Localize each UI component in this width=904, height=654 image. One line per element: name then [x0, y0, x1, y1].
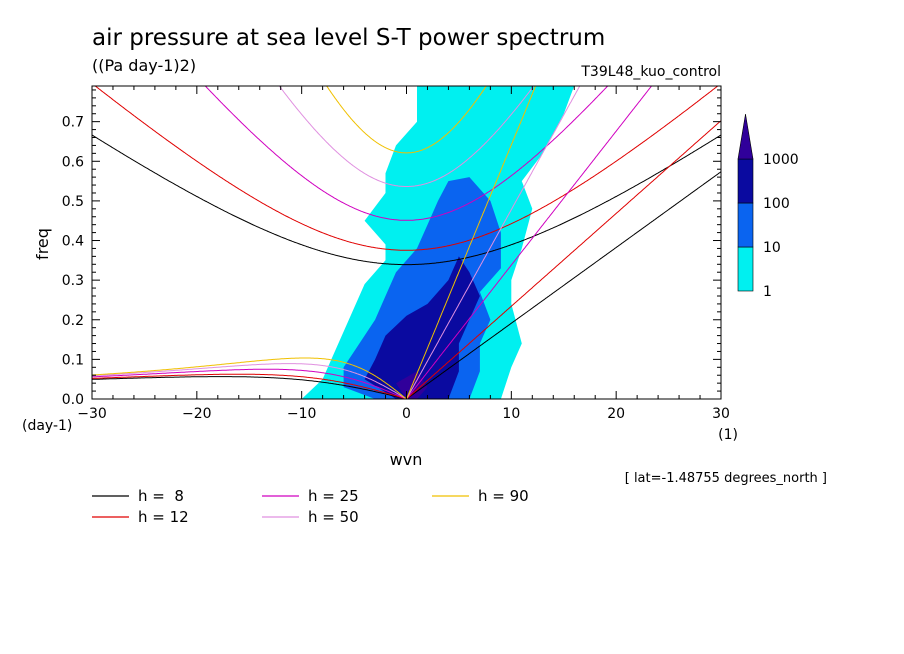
dispersion-curves — [92, 86, 721, 399]
x-tick-label: 10 — [502, 406, 520, 422]
colorbar-segment — [737, 202, 754, 248]
y-axis-label: freq — [33, 228, 52, 260]
x-tick-label: 0 — [402, 406, 411, 422]
colorbar-segment — [737, 246, 754, 292]
y-tick-label: 0.6 — [62, 154, 84, 170]
kelvin-curve-h-50 — [406, 86, 581, 399]
x-unit-label: (1) — [718, 427, 738, 443]
x-tick-label: −20 — [182, 406, 212, 422]
y-tick-label: 0.3 — [62, 273, 84, 289]
x-axis-label: wvn — [390, 450, 423, 469]
legend-label: h = 90 — [478, 487, 529, 505]
colorbar-label: 1 — [763, 284, 772, 300]
kelvin-curve-h-12 — [406, 120, 721, 399]
colorbar-segment — [737, 158, 754, 204]
x-tick-label: 20 — [607, 406, 625, 422]
y-tick-label: 0.4 — [62, 234, 84, 250]
y-unit-label: (day-1) — [22, 418, 72, 434]
kelvin-curve-h-25 — [406, 86, 653, 399]
rossby-curve-h-50 — [92, 363, 408, 399]
legend: h = 8 h = 12 h = 25 h = 50 h = 90 — [92, 487, 529, 526]
colorbar-label: 1000 — [763, 152, 799, 168]
units-label: ((Pa day-1)2) — [92, 56, 196, 75]
colorbar-label: 10 — [763, 240, 781, 256]
rossby-curve-h-8 — [92, 376, 409, 399]
gravity-curve-h-50 — [278, 86, 535, 187]
gravity-curve-h-12 — [94, 86, 719, 251]
y-tick-label: 0.0 — [62, 392, 84, 408]
colorbar-label: 100 — [763, 196, 790, 212]
y-tick-label: 0.2 — [62, 313, 84, 329]
y-tick-label: 0.7 — [62, 115, 84, 131]
kelvin-curve-h-90 — [406, 86, 537, 399]
y-tick-label: 0.5 — [62, 194, 84, 210]
gravity-curve-h-8 — [92, 134, 721, 266]
gravity-curve-h-90 — [326, 86, 487, 154]
run-label: T39L48_kuo_control — [580, 64, 721, 80]
legend-label: h = 8 — [138, 487, 184, 505]
legend-label: h = 12 — [138, 508, 189, 526]
rossby-curve-h-25 — [92, 368, 408, 399]
legend-label: h = 25 — [308, 487, 359, 505]
x-tick-label: −10 — [287, 406, 317, 422]
x-tick-label: 30 — [712, 406, 730, 422]
colorbar: 1 10 100 1000 — [737, 113, 799, 300]
latitude-footnote: [ lat=-1.48755 degrees_north ] — [625, 471, 827, 486]
colorbar-arrow — [737, 113, 754, 160]
x-tick-label: −30 — [77, 406, 107, 422]
gravity-curve-h-25 — [204, 86, 609, 221]
chart-title: air pressure at sea level S-T power spec… — [92, 25, 605, 51]
rossby-curve-h-12 — [92, 373, 409, 399]
kelvin-curve-h-8 — [406, 171, 721, 399]
rossby-curve-h-90 — [92, 357, 408, 399]
y-tick-label: 0.1 — [62, 352, 84, 368]
axis-ticks: −30 −20 −10 0 10 20 30 0.0 0.1 0.2 0.3 0.4 0.5 0.6 0.7 — [62, 86, 730, 422]
power-shading — [301, 86, 575, 399]
legend-label: h = 50 — [308, 508, 359, 526]
